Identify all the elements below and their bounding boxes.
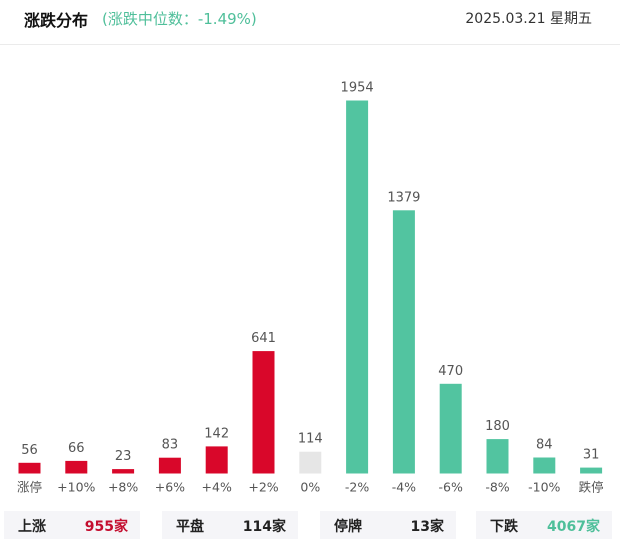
distribution-bar-chart: 56 涨停 66 +10% 23 +8% 83 +6% 142 +4% 641 +2% 114 0% 195… xyxy=(17,81,604,495)
summary-rise-value: 955家 xyxy=(84,519,128,535)
bar-value-label-4: 142 xyxy=(204,426,229,441)
bar-value-label-9: 470 xyxy=(438,364,463,379)
category-label-1: +10% xyxy=(57,480,95,495)
category-label-8: -4% xyxy=(392,480,416,495)
summary-suspended: 停牌 13家 xyxy=(320,511,456,539)
bar-9 xyxy=(439,383,462,474)
bar-value-label-6: 114 xyxy=(298,432,323,447)
chart-header: 涨跌分布 (涨跌中位数：-1.49%) 2025.03.21 星期五 xyxy=(0,0,620,45)
category-label-3: +6% xyxy=(155,480,185,495)
bar-1 xyxy=(65,460,88,474)
bar-value-label-1: 66 xyxy=(68,441,85,456)
category-label-2: +8% xyxy=(108,480,138,495)
category-label-5: +2% xyxy=(248,480,278,495)
summary-flat-label: 平盘 xyxy=(176,519,204,535)
bar-3 xyxy=(158,457,181,474)
bar-11 xyxy=(533,457,556,474)
bar-5 xyxy=(252,351,275,474)
bar-value-label-0: 56 xyxy=(21,443,38,458)
bar-value-label-5: 641 xyxy=(251,331,276,346)
category-label-11: -10% xyxy=(528,480,560,495)
summary-rise-label: 上涨 xyxy=(18,519,46,535)
summary-flat-value: 114家 xyxy=(242,519,286,535)
category-label-10: -8% xyxy=(485,480,509,495)
summary-fall-label: 下跌 xyxy=(490,519,518,535)
category-label-12: 跌停 xyxy=(579,480,604,495)
bar-value-label-10: 180 xyxy=(485,419,510,434)
category-label-7: -2% xyxy=(345,480,369,495)
summary-rise: 上涨 955家 xyxy=(4,511,140,539)
category-label-6: 0% xyxy=(300,480,320,495)
summary-suspended-value: 13家 xyxy=(410,519,444,535)
bar-0 xyxy=(18,462,41,474)
median-change-subtitle: (涨跌中位数：-1.49%) xyxy=(102,10,257,28)
bar-7 xyxy=(346,100,369,474)
summary-suspended-label: 停牌 xyxy=(334,519,362,535)
summary-fall: 下跌 4067家 xyxy=(476,511,612,539)
bar-value-label-8: 1379 xyxy=(387,190,420,205)
bar-value-label-11: 84 xyxy=(536,438,553,453)
bar-6 xyxy=(299,451,322,474)
bar-2 xyxy=(112,469,135,474)
bar-value-label-3: 83 xyxy=(162,438,179,453)
category-label-0: 涨停 xyxy=(17,480,42,495)
category-label-9: -6% xyxy=(439,480,463,495)
bar-value-label-2: 23 xyxy=(115,449,132,464)
summary-fall-value: 4067家 xyxy=(547,519,600,535)
summary-bar: 上涨 955家 平盘 114家 停牌 13家 下跌 4067家 xyxy=(0,511,620,541)
chart-title: 涨跌分布 xyxy=(24,11,89,30)
bar-10 xyxy=(486,439,509,474)
category-label-4: +4% xyxy=(202,480,232,495)
bar-8 xyxy=(392,210,415,474)
bar-12 xyxy=(580,467,603,474)
trade-date: 2025.03.21 星期五 xyxy=(465,11,592,27)
summary-flat: 平盘 114家 xyxy=(162,511,298,539)
bar-value-label-7: 1954 xyxy=(341,81,374,96)
bar-4 xyxy=(205,446,228,474)
bar-value-label-12: 31 xyxy=(583,448,600,463)
